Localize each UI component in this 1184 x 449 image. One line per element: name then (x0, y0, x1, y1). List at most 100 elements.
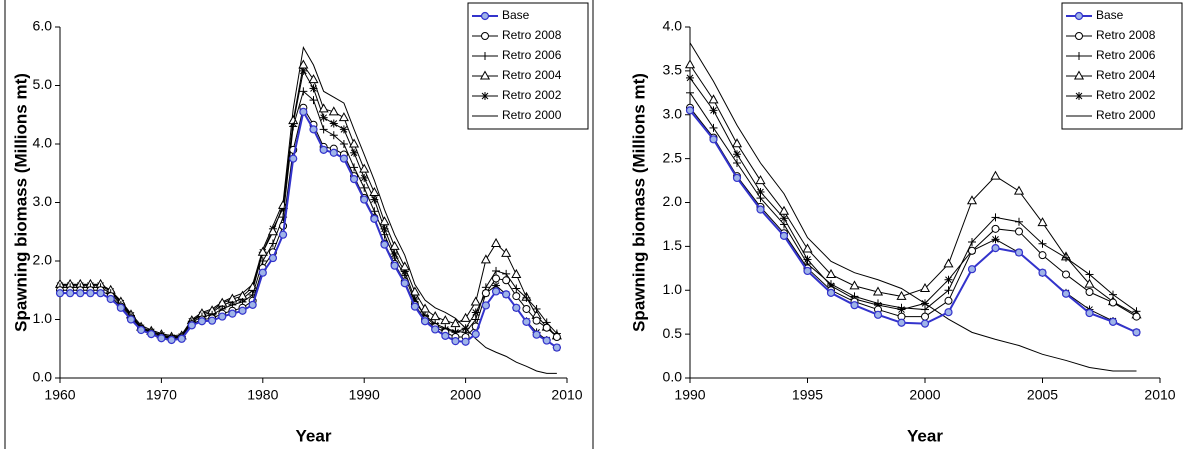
marker (66, 289, 75, 298)
legend-label: Retro 2008 (1096, 28, 1156, 42)
marker (756, 205, 765, 214)
y-tick-label: 4.0 (663, 18, 683, 34)
marker (803, 266, 812, 276)
marker-stroke (391, 250, 398, 258)
marker (733, 159, 741, 168)
marker (289, 154, 298, 163)
marker (872, 286, 884, 296)
marker (685, 106, 695, 115)
marker (319, 145, 328, 154)
marker (943, 258, 954, 268)
marker (187, 321, 196, 330)
marker (349, 175, 359, 184)
y-axis-label: Spawning biomass (Millions mt) (629, 73, 648, 332)
marker (731, 138, 743, 148)
marker (461, 337, 470, 346)
marker (1085, 288, 1094, 297)
marker (106, 294, 115, 304)
legend-label: Retro 2008 (502, 28, 562, 42)
marker (350, 163, 359, 172)
legend-label: Retro 2002 (502, 88, 562, 102)
marker (502, 276, 511, 285)
marker (826, 288, 836, 297)
marker-stroke (945, 276, 952, 284)
marker (511, 268, 522, 278)
x-tick-label: 1960 (44, 387, 75, 403)
legend-label: Retro 2004 (1096, 68, 1156, 82)
marker (360, 183, 369, 192)
marker (481, 92, 489, 100)
marker (920, 319, 930, 328)
marker (379, 216, 390, 226)
marker (919, 282, 931, 292)
y-tick-label: 3.0 (663, 105, 683, 121)
marker-stroke (686, 74, 694, 82)
marker (440, 315, 451, 325)
marker (944, 308, 953, 317)
marker (512, 303, 521, 312)
marker (532, 316, 541, 325)
marker (298, 59, 309, 69)
marker (470, 296, 481, 306)
marker (492, 274, 501, 283)
marker (1109, 298, 1117, 307)
y-tick-label: 0.0 (33, 369, 53, 385)
marker-stroke (710, 107, 717, 114)
series-line (689, 92, 1137, 312)
marker (991, 244, 1000, 253)
marker (350, 148, 359, 157)
marker (267, 226, 278, 236)
marker-stroke (492, 282, 500, 289)
x-tick-label: 2005 (1027, 387, 1058, 403)
marker (1013, 185, 1025, 195)
marker (512, 284, 521, 293)
marker (238, 306, 247, 315)
marker (1075, 52, 1083, 60)
marker (318, 103, 329, 113)
marker (542, 336, 551, 345)
marker (991, 235, 1000, 244)
marker (380, 230, 389, 239)
marker-stroke (780, 214, 788, 222)
marker (86, 289, 95, 298)
legend-label: Retro 2006 (502, 48, 562, 62)
marker (709, 123, 718, 132)
marker-stroke (992, 236, 999, 243)
marker (430, 311, 441, 321)
marker (802, 243, 813, 253)
marker (873, 310, 883, 319)
legend-box (467, 2, 589, 130)
marker (490, 237, 502, 247)
marker (410, 302, 419, 311)
marker (268, 239, 277, 248)
marker (686, 73, 694, 82)
marker (966, 195, 978, 205)
marker-stroke (340, 126, 348, 133)
marker (991, 213, 1000, 222)
marker-stroke (300, 67, 307, 75)
y-tick-label: 1.5 (663, 237, 683, 253)
marker (126, 315, 136, 324)
marker (897, 303, 906, 312)
marker (309, 125, 318, 134)
x-tick-label: 2010 (551, 387, 582, 403)
marker-stroke (481, 92, 489, 100)
marker (522, 293, 531, 302)
marker (420, 317, 430, 326)
marker (248, 300, 257, 309)
marker (329, 148, 338, 157)
marker (137, 325, 146, 335)
marker (329, 131, 338, 140)
marker (1132, 328, 1141, 337)
legend-label: Retro 2000 (1096, 108, 1156, 122)
marker (390, 261, 399, 270)
marker (1085, 308, 1094, 318)
marker-stroke (462, 324, 469, 332)
marker-stroke (1075, 92, 1083, 100)
marker (709, 106, 718, 115)
marker (1038, 268, 1047, 277)
series-line (689, 109, 1137, 334)
y-axis-label: Spawning biomass (Millions mt) (11, 73, 30, 332)
